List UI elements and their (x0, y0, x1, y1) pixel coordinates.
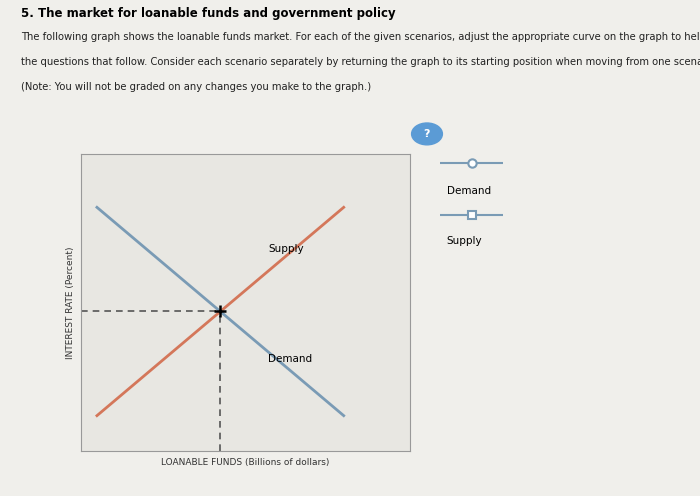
Text: (Note: You will not be graded on any changes you make to the graph.): (Note: You will not be graded on any cha… (21, 82, 371, 92)
Text: Supply: Supply (447, 237, 482, 247)
Text: Demand: Demand (447, 186, 491, 196)
X-axis label: LOANABLE FUNDS (Billions of dollars): LOANABLE FUNDS (Billions of dollars) (161, 458, 329, 467)
Text: The following graph shows the loanable funds market. For each of the given scena: The following graph shows the loanable f… (21, 32, 700, 42)
Text: ?: ? (424, 129, 430, 139)
Text: Demand: Demand (268, 354, 312, 364)
Text: the questions that follow. Consider each scenario separately by returning the gr: the questions that follow. Consider each… (21, 57, 700, 67)
Text: 5. The market for loanable funds and government policy: 5. The market for loanable funds and gov… (21, 7, 395, 20)
Text: Supply: Supply (268, 244, 304, 254)
Y-axis label: INTEREST RATE (Percent): INTEREST RATE (Percent) (66, 247, 75, 359)
